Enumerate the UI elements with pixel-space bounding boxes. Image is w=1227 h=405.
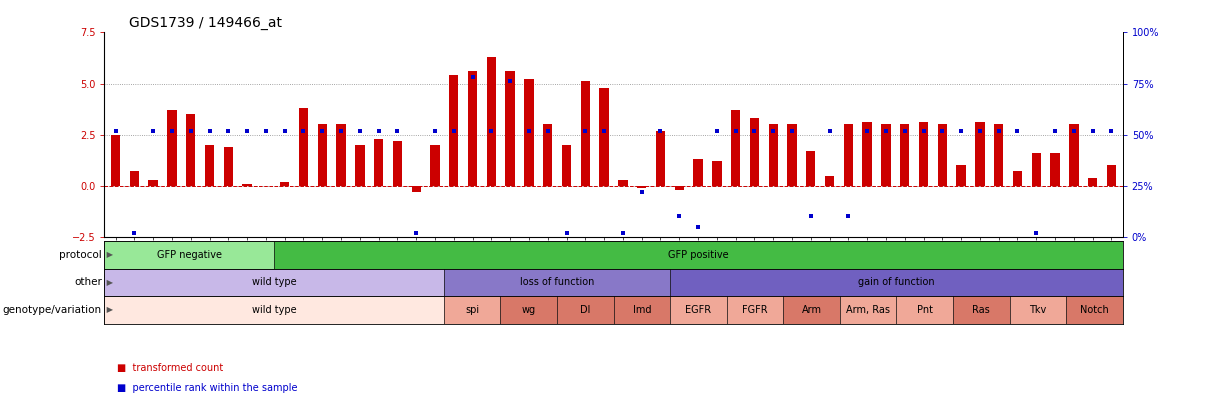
Bar: [937, 124, 947, 186]
Bar: [693, 159, 703, 186]
Bar: [506, 71, 515, 186]
Bar: [280, 182, 290, 186]
Bar: [863, 122, 872, 186]
Bar: [600, 87, 609, 186]
Text: wild type: wild type: [252, 277, 297, 287]
Bar: [130, 171, 139, 186]
Bar: [1032, 153, 1040, 186]
Text: ■  percentile rank within the sample: ■ percentile rank within the sample: [117, 384, 297, 393]
Bar: [243, 184, 252, 186]
Bar: [393, 141, 402, 186]
Bar: [881, 124, 891, 186]
Text: spi: spi: [465, 305, 479, 315]
Bar: [1010, 296, 1066, 324]
Text: ▶: ▶: [104, 250, 113, 259]
Bar: [731, 110, 740, 186]
Bar: [467, 71, 477, 186]
Text: wg: wg: [521, 305, 536, 315]
Bar: [953, 296, 1010, 324]
Bar: [844, 124, 853, 186]
Bar: [670, 296, 726, 324]
Bar: [274, 241, 1123, 269]
Bar: [148, 180, 158, 186]
Text: Tkv: Tkv: [1029, 305, 1047, 315]
Bar: [783, 296, 839, 324]
Text: ▶: ▶: [104, 278, 113, 287]
Bar: [956, 165, 966, 186]
Bar: [449, 75, 459, 186]
Text: gain of function: gain of function: [858, 277, 935, 287]
Bar: [298, 108, 308, 186]
Bar: [187, 114, 195, 186]
Bar: [637, 186, 647, 188]
Bar: [994, 124, 1004, 186]
Bar: [788, 124, 796, 186]
Bar: [825, 176, 834, 186]
Text: Arm: Arm: [801, 305, 822, 315]
Bar: [544, 124, 552, 186]
Bar: [1107, 165, 1117, 186]
Bar: [1012, 171, 1022, 186]
Bar: [501, 296, 557, 324]
Text: genotype/variation: genotype/variation: [2, 305, 102, 315]
Bar: [110, 134, 120, 186]
Bar: [614, 296, 670, 324]
Text: Arm, Ras: Arm, Ras: [847, 305, 890, 315]
Bar: [336, 124, 346, 186]
Bar: [374, 139, 383, 186]
Bar: [431, 145, 439, 186]
Bar: [1066, 296, 1123, 324]
Bar: [487, 57, 496, 186]
Bar: [1088, 178, 1097, 186]
Bar: [104, 269, 444, 296]
Bar: [223, 147, 233, 186]
Bar: [557, 296, 614, 324]
Text: other: other: [74, 277, 102, 287]
Text: Notch: Notch: [1080, 305, 1109, 315]
Bar: [1050, 153, 1060, 186]
Text: GFP positive: GFP positive: [667, 250, 729, 260]
Text: loss of function: loss of function: [520, 277, 594, 287]
Bar: [975, 122, 984, 186]
Bar: [104, 296, 444, 324]
Text: Imd: Imd: [633, 305, 652, 315]
Bar: [618, 180, 627, 186]
Bar: [1069, 124, 1079, 186]
Bar: [670, 269, 1123, 296]
Text: Pnt: Pnt: [917, 305, 933, 315]
Bar: [839, 296, 897, 324]
Bar: [524, 79, 534, 186]
Bar: [444, 296, 501, 324]
Text: ■  transformed count: ■ transformed count: [117, 363, 223, 373]
Bar: [726, 296, 783, 324]
Text: protocol: protocol: [59, 250, 102, 260]
Text: Ras: Ras: [972, 305, 990, 315]
Text: FGFR: FGFR: [742, 305, 768, 315]
Bar: [750, 118, 760, 186]
Bar: [806, 151, 816, 186]
Bar: [897, 296, 953, 324]
Bar: [355, 145, 364, 186]
Bar: [919, 122, 929, 186]
Bar: [901, 124, 909, 186]
Bar: [444, 269, 670, 296]
Bar: [205, 145, 215, 186]
Bar: [580, 81, 590, 186]
Bar: [675, 186, 683, 190]
Bar: [318, 124, 326, 186]
Text: Dl: Dl: [580, 305, 590, 315]
Text: ▶: ▶: [104, 305, 113, 314]
Bar: [167, 110, 177, 186]
Text: wild type: wild type: [252, 305, 297, 315]
Bar: [768, 124, 778, 186]
Bar: [712, 161, 721, 186]
Text: EGFR: EGFR: [686, 305, 712, 315]
Bar: [562, 145, 572, 186]
Bar: [655, 130, 665, 186]
Bar: [104, 241, 274, 269]
Bar: [411, 186, 421, 192]
Text: GDS1739 / 149466_at: GDS1739 / 149466_at: [129, 16, 282, 30]
Text: GFP negative: GFP negative: [157, 250, 222, 260]
